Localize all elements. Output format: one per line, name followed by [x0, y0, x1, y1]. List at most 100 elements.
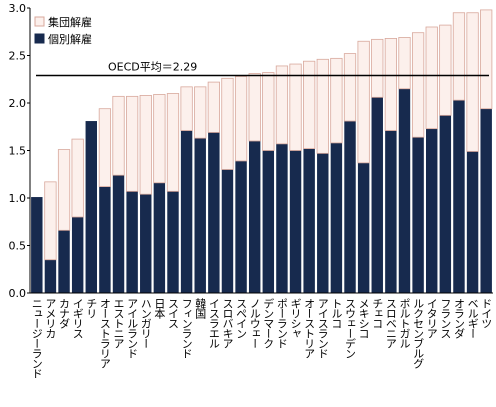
- bar-segment: [180, 86, 193, 131]
- x-tick-label: イギリス: [71, 298, 84, 339]
- bar-segment: [425, 26, 438, 130]
- bar-segment: [85, 121, 97, 293]
- bar-segment: [316, 58, 329, 154]
- bar-segment: [71, 217, 84, 293]
- bar-segment: [453, 100, 465, 294]
- x-tick-label: スロバキア: [221, 298, 234, 349]
- bar-segment: [248, 73, 261, 142]
- bar-segment: [439, 115, 452, 293]
- x-tick-label: スイス: [166, 298, 179, 329]
- bar-segment: [57, 149, 71, 231]
- bar-segment: [412, 137, 424, 293]
- y-tick-label: 2.5: [9, 50, 27, 63]
- bar-segment: [194, 86, 207, 139]
- x-tick-label: チェコ: [371, 298, 384, 328]
- bar-segment: [31, 197, 43, 293]
- x-tick-label: フィンランド: [180, 298, 193, 358]
- bar-segment: [126, 95, 139, 192]
- x-tick-label: オーストラリア: [98, 298, 111, 369]
- bar-segment: [344, 121, 356, 293]
- bar-segment: [140, 194, 152, 293]
- bar-segment: [317, 153, 329, 293]
- bar-segment: [452, 12, 466, 101]
- bar-segment: [139, 95, 152, 195]
- bar-segment: [99, 186, 111, 293]
- x-tick-label: ドイツ: [480, 298, 493, 328]
- x-tick-label: イタリア: [425, 298, 438, 339]
- bar-segment: [275, 65, 289, 145]
- x-tick-label: オーストリア: [303, 298, 316, 359]
- bar-segment: [207, 81, 220, 133]
- bar-segment: [221, 77, 234, 170]
- bar-segment: [480, 9, 493, 110]
- bar-segment: [398, 37, 411, 90]
- bar-segment: [330, 57, 343, 144]
- x-tick-label: ポルトガル: [398, 298, 411, 348]
- bar-segment: [398, 88, 411, 293]
- legend-label: 集団解雇: [48, 15, 92, 29]
- bar-segment: [208, 132, 220, 293]
- bar-segment: [289, 63, 302, 151]
- y-tick-label: 2.0: [9, 97, 27, 110]
- x-tick-label: デンマーク: [262, 297, 275, 349]
- bar-segment: [343, 53, 357, 122]
- x-tick-label: ニュージーランド: [30, 298, 43, 378]
- x-tick-label: ハンガリー: [139, 298, 152, 348]
- bar-segment: [303, 148, 315, 293]
- bar-segment: [357, 40, 370, 164]
- x-tick-label: チリ: [85, 298, 98, 318]
- bar-segment: [385, 130, 397, 293]
- x-tick-label: アイルランド: [126, 298, 139, 358]
- x-tick-label: ノルウェー: [248, 298, 261, 348]
- y-tick-label: 1.5: [9, 145, 27, 158]
- bar-segment: [289, 150, 302, 293]
- bar-segment: [276, 143, 288, 293]
- bar-segment: [371, 97, 383, 293]
- x-tick-label: ギリシャ: [289, 298, 302, 338]
- bar-segment: [167, 191, 179, 293]
- bar-segment: [262, 150, 275, 293]
- bar-segment: [411, 32, 425, 138]
- bar-segment: [262, 72, 275, 151]
- bar-segment: [153, 182, 166, 293]
- x-tick-label: カナダ: [58, 298, 71, 329]
- bar-segment: [44, 259, 57, 293]
- bar-segment: [126, 191, 138, 293]
- bar-segment: [303, 60, 316, 150]
- bar-segment: [221, 169, 234, 293]
- bar-segment: [480, 108, 492, 293]
- y-tick-label: 0.0: [9, 287, 27, 300]
- x-tick-label: 韓国: [194, 298, 207, 320]
- bar-segment: [180, 130, 193, 293]
- bar-segment: [466, 12, 479, 152]
- bar-segment: [357, 162, 370, 293]
- bar-segment: [235, 160, 247, 293]
- x-tick-label: エストニア: [112, 298, 125, 349]
- x-tick-label: ベルギー: [466, 298, 479, 338]
- bar-segment: [71, 138, 84, 218]
- x-tick-label: イスラエル: [207, 298, 220, 348]
- bar-segment: [44, 181, 57, 261]
- y-tick-label: 3.0: [9, 2, 27, 15]
- x-tick-label: オランダ: [452, 298, 465, 339]
- reference-label: OECD平均＝2.29: [108, 60, 197, 73]
- bar-segment: [248, 141, 261, 293]
- legend-label: 個別解雇: [48, 32, 92, 46]
- x-tick-label: スウェーデン: [344, 298, 357, 358]
- y-tick-label: 0.5: [9, 240, 27, 253]
- bar-segment: [384, 38, 397, 131]
- y-tick-label: 1.0: [9, 192, 27, 205]
- bar-segment: [112, 95, 125, 176]
- x-tick-label: スペイン: [235, 298, 248, 338]
- bar-segment: [466, 151, 479, 293]
- legend-swatch: [34, 16, 45, 27]
- bar-segment: [153, 94, 166, 184]
- bar-segment: [426, 128, 438, 293]
- bar-segment: [330, 142, 343, 293]
- x-tick-label: 日本: [153, 298, 166, 320]
- x-tick-label: アイスランド: [316, 298, 329, 358]
- bar-segment: [194, 138, 206, 293]
- bar-segment: [371, 38, 384, 98]
- x-tick-label: メキシコ: [357, 298, 370, 338]
- x-tick-label: アメリカ: [44, 298, 57, 339]
